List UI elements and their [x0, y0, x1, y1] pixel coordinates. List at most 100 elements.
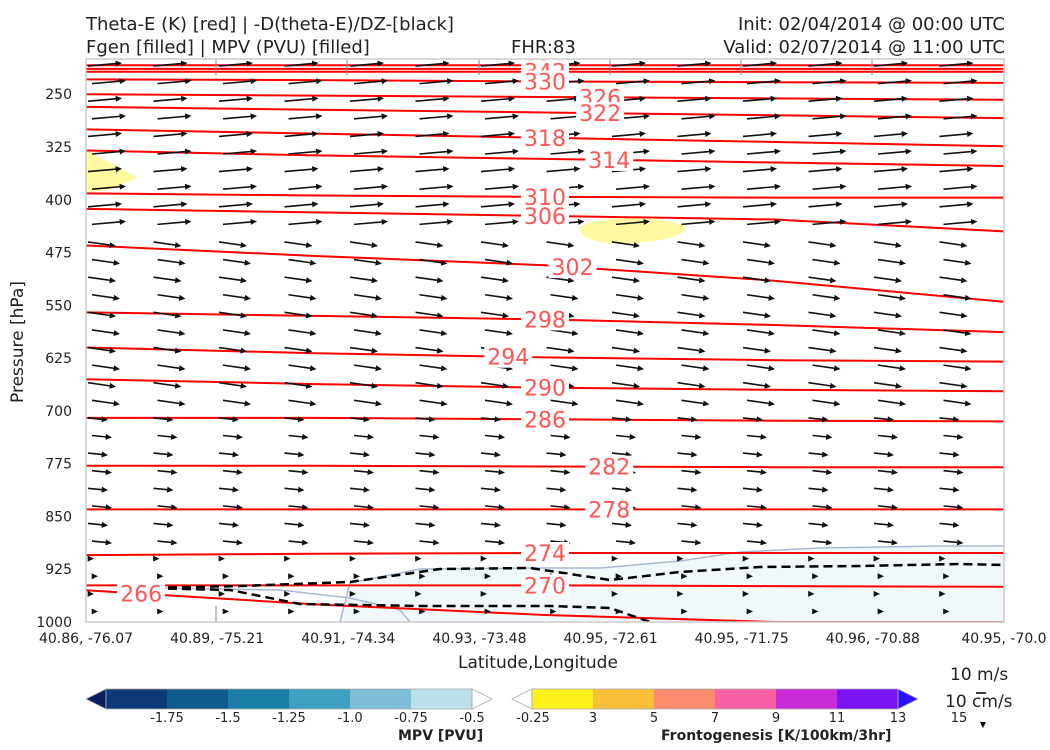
wind-vector-head-icon	[246, 95, 253, 102]
wind-vector	[349, 417, 366, 421]
theta-e-label-background	[117, 582, 166, 605]
wind-vector-head-icon	[506, 400, 513, 407]
wind-vector	[677, 168, 707, 173]
wind-vector	[742, 522, 759, 526]
wind-vector-head-icon	[184, 183, 192, 190]
wind-vector-head-icon	[960, 277, 968, 284]
wind-vector-head-icon	[508, 201, 515, 208]
wind-vector	[939, 522, 955, 526]
wind-vector-head-icon	[704, 130, 712, 137]
wind-vector-head-icon	[480, 555, 487, 562]
theta-e-label-background	[484, 345, 533, 368]
theta-e-contour-label: 330	[524, 71, 566, 96]
wind-vector-head-icon	[436, 242, 444, 249]
wind-vector	[87, 241, 112, 247]
wind-vector	[812, 399, 836, 405]
wind-vector-head-icon	[964, 365, 972, 372]
wind-vector-head-icon	[250, 148, 257, 155]
wind-vector	[288, 469, 304, 473]
wind-vector	[808, 62, 838, 67]
wind-vector	[677, 311, 701, 317]
mpv-colorbar-frame	[105, 688, 473, 710]
wind-vector	[87, 417, 104, 421]
wind-vector-head-icon	[571, 294, 579, 301]
wind-vector-head-icon	[770, 166, 777, 173]
wind-vector-head-icon	[512, 148, 519, 155]
wind-vector	[91, 258, 116, 264]
wind-vector-head-icon	[236, 539, 243, 546]
wind-vector-head-icon	[180, 166, 188, 173]
wind-vector	[87, 133, 118, 138]
wind-vector-head-icon	[833, 259, 841, 266]
wind-vector-head-icon	[952, 521, 960, 528]
wind-vector-head-icon	[956, 433, 964, 440]
wind-vector	[746, 434, 763, 438]
wind-vector	[939, 203, 969, 208]
wind-vector	[677, 203, 707, 208]
wind-vector-head-icon	[432, 539, 440, 546]
wind-vector	[873, 276, 898, 282]
wind-vector	[812, 329, 836, 335]
mpv-colorbar-swatch	[411, 689, 473, 709]
wind-vector-head-icon	[244, 400, 251, 407]
wind-vector-head-icon	[240, 347, 247, 354]
wind-vector-head-icon	[297, 416, 305, 423]
fgen-colorbar-tick: 13	[890, 711, 907, 726]
wind-vector-head-icon	[311, 60, 319, 67]
wind-vector	[419, 80, 449, 85]
wind-vector	[157, 185, 187, 190]
fgen-colorbar-swatch	[776, 689, 838, 709]
wind-vector-head-icon	[91, 608, 98, 615]
wind-vector-head-icon	[375, 365, 382, 372]
wind-vector-head-icon	[244, 294, 251, 301]
wind-vector	[218, 133, 249, 138]
wind-vector	[415, 241, 439, 247]
wind-vector-head-icon	[559, 486, 567, 493]
wind-vector-head-icon	[87, 590, 94, 597]
wind-vector-head-icon	[377, 60, 384, 67]
wind-vector-head-icon	[377, 130, 384, 137]
wind-vector	[480, 241, 505, 247]
theta-e-contour	[86, 589, 1004, 622]
wind-vector	[484, 115, 515, 120]
wind-vector	[415, 97, 445, 103]
wind-vector-head-icon	[428, 521, 436, 528]
wind-vector-head-icon	[440, 400, 448, 407]
wind-vector	[615, 364, 640, 370]
wind-vector	[677, 276, 701, 282]
wind-vector	[153, 381, 177, 387]
wind-vector	[808, 346, 832, 352]
wind-vector	[808, 311, 832, 317]
forecast-hour: FHR:83	[511, 37, 576, 58]
wind-vector-head-icon	[760, 433, 767, 440]
wind-vector-head-icon	[829, 277, 837, 284]
y-tick-label: 625	[45, 351, 72, 367]
wind-vector-head-icon	[371, 277, 378, 284]
mpv-colorbar-swatch	[289, 689, 351, 709]
wind-vector-head-icon	[690, 416, 698, 423]
wind-vector-head-icon	[508, 60, 515, 67]
wind-vector	[157, 80, 187, 85]
wind-vector-head-icon	[377, 201, 384, 208]
wind-vector-head-icon	[708, 148, 716, 155]
wind-vector-head-icon	[877, 573, 884, 580]
wind-vector	[611, 452, 628, 456]
wind-vector-head-icon	[508, 130, 515, 137]
wind-vector-head-icon	[170, 433, 178, 440]
wind-vector	[353, 364, 378, 370]
wind-vector	[742, 133, 773, 138]
wind-vector	[153, 311, 177, 317]
wind-vector-head-icon	[756, 486, 763, 493]
wind-vector	[218, 62, 249, 67]
wind-vector-head-icon	[643, 218, 650, 225]
wind-vector	[484, 258, 509, 264]
wind-vector-head-icon	[309, 330, 317, 337]
wind-vector-head-icon	[563, 433, 571, 440]
wind-vector	[812, 505, 828, 509]
wind-vector-head-icon	[639, 60, 646, 67]
wind-vector	[877, 364, 902, 370]
wind-vector	[939, 133, 969, 138]
wind-vector-head-icon	[246, 166, 253, 173]
theta-e-contour-label: 322	[579, 102, 621, 127]
theta-e-contour-label: 286	[524, 408, 566, 433]
